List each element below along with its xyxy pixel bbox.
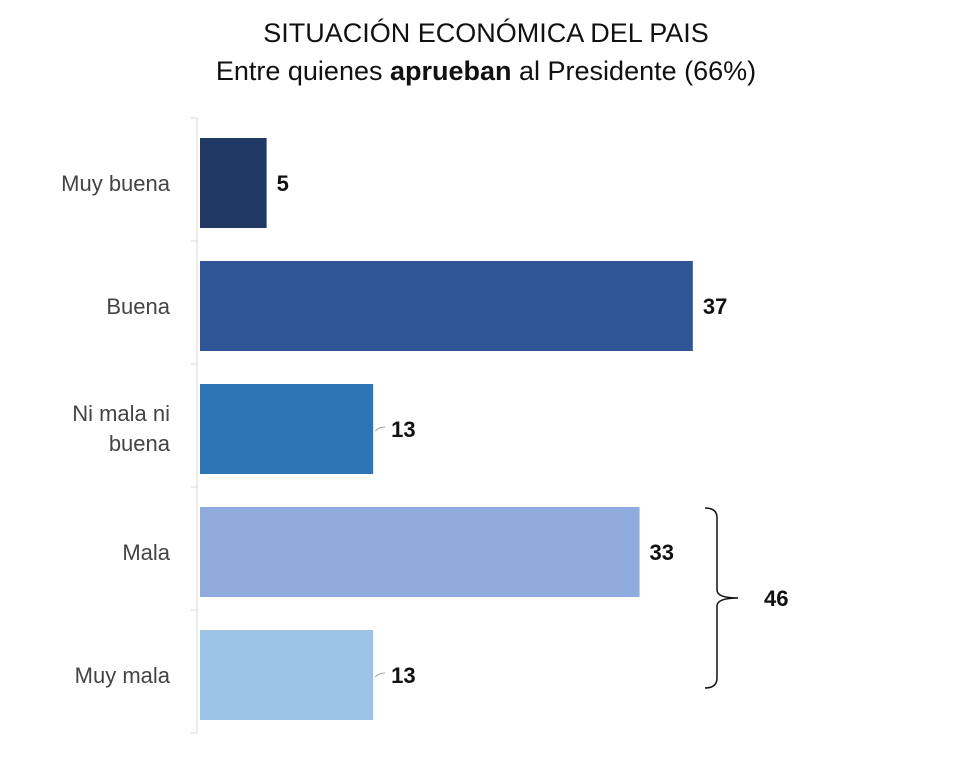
bar-mala xyxy=(200,507,640,597)
category-label: Buena xyxy=(106,294,170,319)
chart-title: SITUACIÓN ECONÓMICA DEL PAIS xyxy=(263,18,709,48)
bracket xyxy=(704,507,739,689)
data-label: 33 xyxy=(650,540,674,565)
subtitle-bold: aprueban xyxy=(389,56,512,86)
bar-buena xyxy=(200,261,693,351)
data-label: 5 xyxy=(277,171,289,196)
bar-muy-mala xyxy=(200,630,374,720)
category-label: Muy buena xyxy=(61,171,171,196)
bar-ni-mala-ni-buena xyxy=(200,384,374,474)
leader-line xyxy=(374,426,386,432)
chart-subtitle: Entre quienes aprueban al Presidente (66… xyxy=(0,56,972,87)
annotation-label: 46 xyxy=(764,586,788,611)
data-label: 13 xyxy=(391,417,415,442)
leader-line xyxy=(374,672,386,678)
subtitle-part: Entre quienes xyxy=(215,56,390,86)
data-label: 13 xyxy=(391,663,415,688)
subtitle-part: al Presidente (66%) xyxy=(511,56,757,86)
bar-muy-buena xyxy=(200,138,267,228)
category-label: Mala xyxy=(122,540,170,565)
category-label: Muy mala xyxy=(75,663,171,688)
category-label: Ni mala ni buena xyxy=(72,401,171,456)
data-label: 37 xyxy=(703,294,727,319)
